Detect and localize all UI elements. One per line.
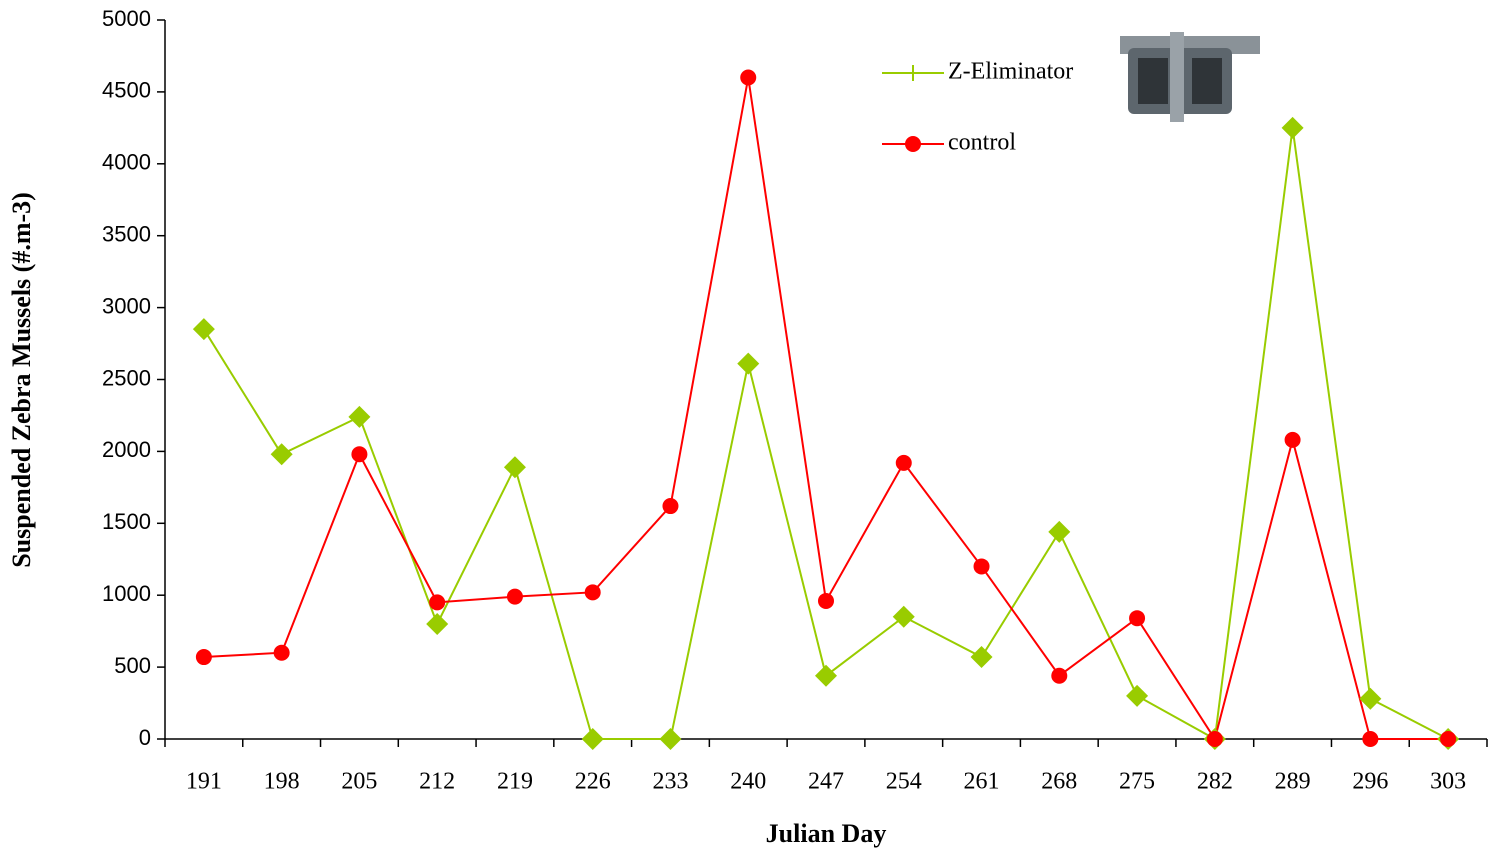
series-line xyxy=(204,78,1448,739)
data-point xyxy=(815,665,837,687)
x-tick-label: 296 xyxy=(1352,769,1388,795)
x-tick-label: 205 xyxy=(341,769,377,795)
y-tick-label: 2500 xyxy=(102,365,151,390)
data-point xyxy=(351,446,367,462)
x-tick-label: 282 xyxy=(1197,769,1233,795)
x-tick-label: 240 xyxy=(730,769,766,795)
data-point xyxy=(974,558,990,574)
data-point xyxy=(818,593,834,609)
data-point xyxy=(971,646,993,668)
y-tick-label: 2000 xyxy=(102,437,151,462)
y-tick-label: 4500 xyxy=(102,78,151,103)
data-point xyxy=(429,594,445,610)
x-tick-label: 254 xyxy=(886,769,922,795)
y-tick-label: 0 xyxy=(139,725,151,750)
data-point xyxy=(740,70,756,86)
x-tick-label: 261 xyxy=(964,769,1000,795)
data-point xyxy=(896,455,912,471)
data-point xyxy=(585,584,601,600)
data-point xyxy=(507,589,523,605)
data-point xyxy=(1285,432,1301,448)
data-point xyxy=(504,456,526,478)
y-tick-label: 4000 xyxy=(102,150,151,175)
data-point xyxy=(1129,610,1145,626)
device-picture xyxy=(1120,32,1260,122)
x-tick-label: 226 xyxy=(575,769,611,795)
y-tick-label: 1500 xyxy=(102,509,151,534)
device-post xyxy=(1170,32,1184,122)
data-point xyxy=(582,728,604,750)
data-point xyxy=(193,318,215,340)
legend-label: control xyxy=(948,130,1016,156)
data-point xyxy=(274,645,290,661)
series-line xyxy=(204,128,1448,739)
x-tick-label: 198 xyxy=(264,769,300,795)
data-point xyxy=(662,498,678,514)
x-tick-label: 219 xyxy=(497,769,533,795)
data-point xyxy=(1126,685,1148,707)
data-point xyxy=(196,649,212,665)
data-point xyxy=(1362,731,1378,747)
x-tick-label: 191 xyxy=(186,769,222,795)
x-tick-label: 247 xyxy=(808,769,844,795)
x-tick-label: 303 xyxy=(1430,769,1466,795)
y-tick-label: 3500 xyxy=(102,222,151,247)
y-tick-label: 500 xyxy=(114,653,151,678)
legend-label: Z-Eliminator xyxy=(948,59,1073,85)
data-point xyxy=(659,728,681,750)
x-axis-title: Julian Day xyxy=(766,819,887,848)
legend-marker xyxy=(905,136,921,152)
device-chamber xyxy=(1192,58,1222,104)
data-point xyxy=(737,353,759,375)
x-tick-label: 275 xyxy=(1119,769,1155,795)
y-axis-title: Suspended Zebra Mussels (#.m-3) xyxy=(7,192,36,568)
data-point xyxy=(1440,731,1456,747)
x-tick-label: 289 xyxy=(1275,769,1311,795)
device-chamber xyxy=(1138,58,1168,104)
data-point xyxy=(893,606,915,628)
y-tick-label: 5000 xyxy=(102,6,151,31)
data-point xyxy=(426,613,448,635)
y-tick-label: 1000 xyxy=(102,581,151,606)
y-tick-label: 3000 xyxy=(102,293,151,318)
data-point xyxy=(271,443,293,465)
data-point xyxy=(1282,117,1304,139)
chart: Julian Day Suspended Zebra Mussels (#.m-… xyxy=(0,0,1488,854)
x-tick-label: 212 xyxy=(419,769,455,795)
data-point xyxy=(1048,521,1070,543)
data-point xyxy=(1051,668,1067,684)
data-point xyxy=(348,406,370,428)
x-tick-label: 233 xyxy=(652,769,688,795)
x-tick-label: 268 xyxy=(1041,769,1077,795)
data-point xyxy=(1207,731,1223,747)
